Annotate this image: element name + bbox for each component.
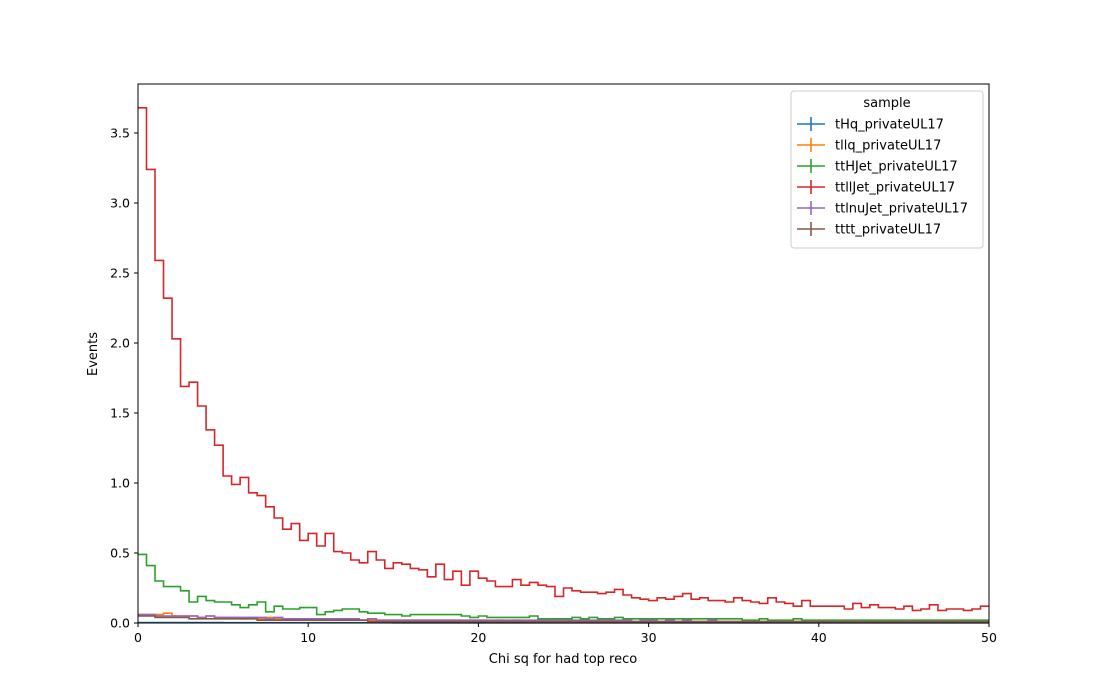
- legend-box: [790, 90, 984, 249]
- y-tick-label: 2.5: [110, 266, 130, 281]
- y-tick-label: 1.0: [110, 476, 130, 491]
- series-layer: [138, 107, 989, 624]
- y-tick-label: 0.0: [110, 616, 130, 631]
- x-tick-label: 10: [300, 630, 316, 645]
- x-axis-label: Chi sq for had top reco: [489, 652, 637, 667]
- y-tick-label: 3.0: [110, 196, 130, 211]
- y-tick-label: 2.0: [110, 336, 130, 351]
- legend-label: tttt_privateUL17: [835, 223, 941, 238]
- x-tick-label: 50: [981, 630, 997, 645]
- y-tick-label: 1.5: [110, 406, 130, 421]
- legend-label: ttllJet_privateUL17: [835, 181, 955, 196]
- legend-label: ttlnuJet_privateUL17: [835, 202, 968, 217]
- legend: sample tHq_privateUL17 tllq_privateUL17 ttH…: [790, 90, 984, 249]
- x-tick-label: 0: [134, 630, 142, 645]
- x-tick-label: 30: [641, 630, 657, 645]
- y-tick-label: 3.5: [110, 126, 130, 141]
- series-line-5: [138, 615, 989, 623]
- series-line-2: [138, 553, 989, 621]
- legend-entry: ttllJet_privateUL17: [797, 180, 955, 196]
- y-tick-label: 0.5: [110, 546, 130, 561]
- legend-entry: ttlnuJet_privateUL17: [797, 201, 968, 217]
- legend-entry: tHq_privateUL17: [797, 117, 944, 133]
- axes-layer: 0 10 20 30 40 50 0.0 0.5 1.0 1.5 2.0 2.5 3.0 3.5: [110, 83, 997, 645]
- legend-entry: tllq_privateUL17: [797, 138, 941, 154]
- legend-entry: ttHJet_privateUL17: [797, 159, 958, 175]
- x-tick-label: 20: [470, 630, 486, 645]
- x-tick-label: 40: [811, 630, 827, 645]
- legend-label: tHq_privateUL17: [835, 118, 944, 133]
- plot-frame: [137, 83, 990, 624]
- legend-title: sample: [863, 96, 910, 111]
- legend-label: ttHJet_privateUL17: [835, 160, 958, 175]
- series-line-3: [138, 107, 989, 612]
- legend-entry: tttt_privateUL17: [797, 222, 941, 238]
- y-axis-label: Events: [86, 332, 101, 376]
- legend-label: tllq_privateUL17: [835, 139, 941, 154]
